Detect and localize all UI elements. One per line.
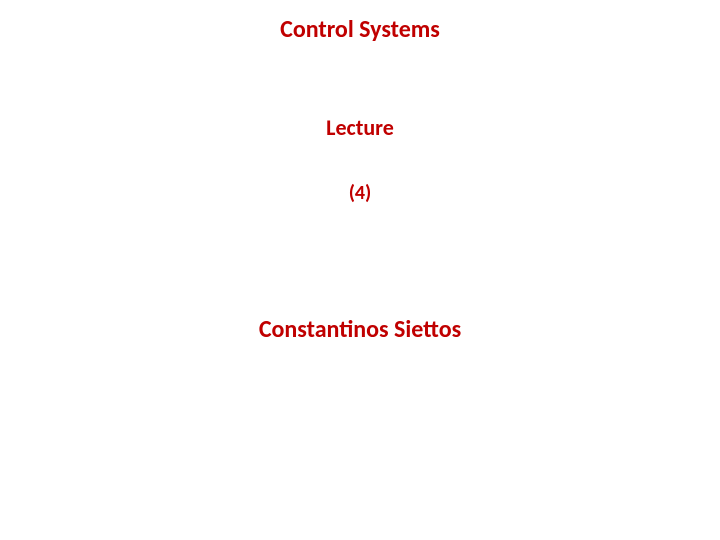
- course-title: Control Systems: [0, 15, 720, 44]
- lecture-number: (4): [0, 181, 720, 205]
- author-name: Constantinos Siettos: [0, 315, 720, 344]
- slide-container: Control Systems Lecture (4) Constantinos…: [0, 0, 720, 540]
- lecture-label: Lecture: [0, 114, 720, 141]
